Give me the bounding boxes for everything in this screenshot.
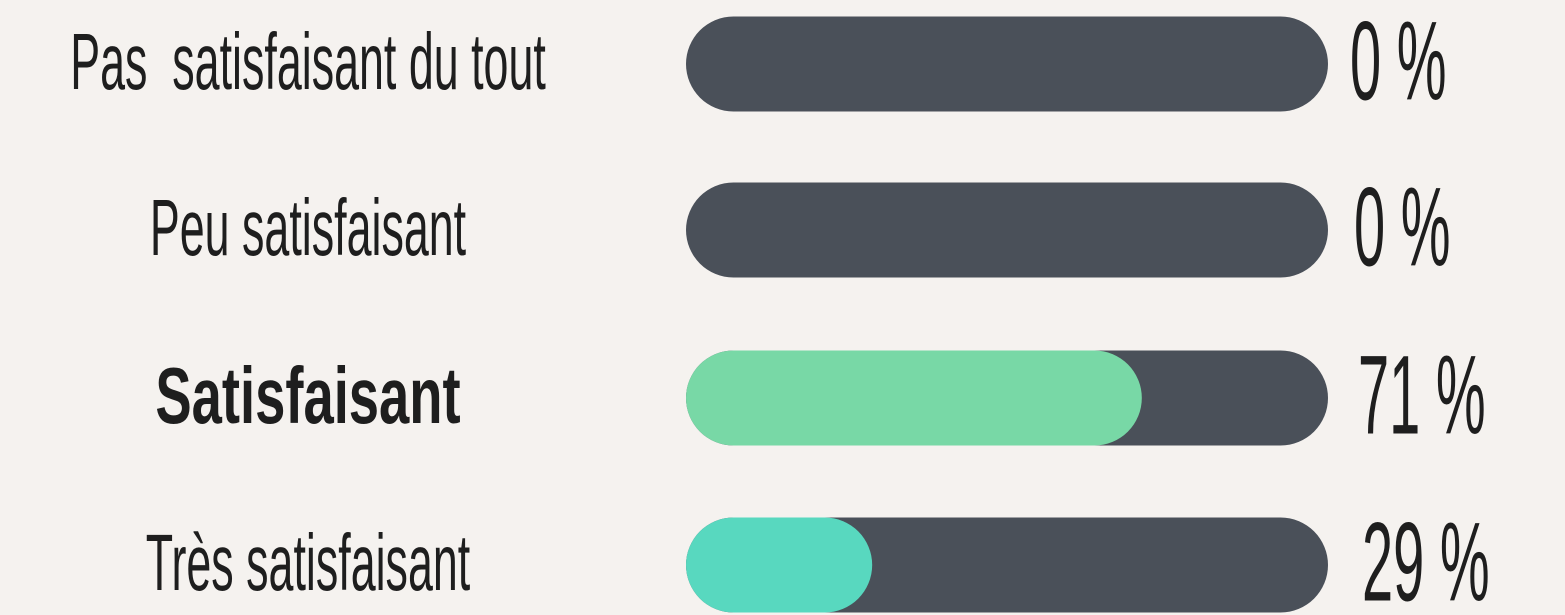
- bar: [686, 350, 1142, 446]
- bar-track: [686, 182, 1328, 278]
- category-label: Pas satisfaisant du tout: [70, 16, 546, 106]
- category-label: Peu satisfaisant: [150, 182, 466, 272]
- value-label: 0 %: [1354, 164, 1450, 289]
- category-label: Très satisfaisant: [146, 517, 470, 607]
- bar: [686, 517, 873, 613]
- category-label: Satisfaisant: [155, 352, 460, 441]
- value-label: 71 %: [1358, 332, 1486, 457]
- bar-track: [686, 16, 1328, 112]
- value-label: 29 %: [1362, 499, 1490, 615]
- value-label: 0 %: [1350, 0, 1446, 124]
